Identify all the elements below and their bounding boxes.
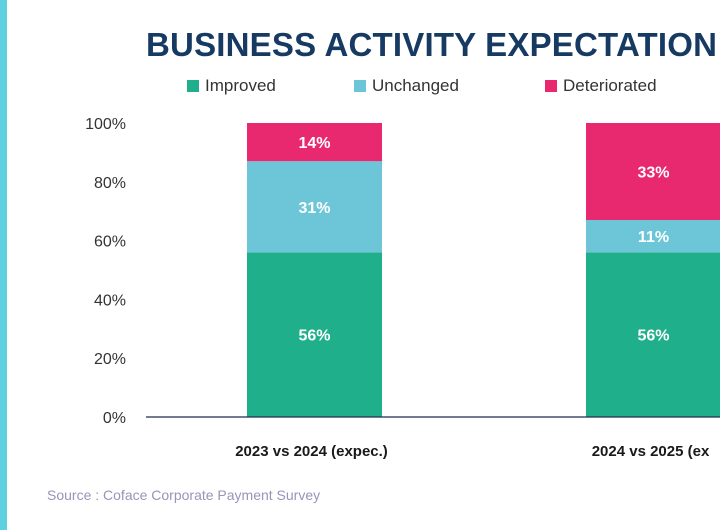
bar-stacks: 56% 31% 14% 56% 11% 33% <box>247 123 720 417</box>
legend-swatch-unchanged <box>354 80 366 92</box>
bar-segment-unchanged <box>247 161 382 253</box>
source-note: Source : Coface Corporate Payment Survey <box>47 487 321 503</box>
data-label: 33% <box>637 165 669 182</box>
bar-segment-improved <box>247 252 382 417</box>
data-label: 31% <box>298 200 330 217</box>
y-tick-label: 0% <box>103 410 126 427</box>
data-label: 11% <box>638 229 669 246</box>
data-label: 56% <box>637 328 669 345</box>
bar-segment-deteriorated <box>586 123 720 221</box>
chart-title: BUSINESS ACTIVITY EXPECTATION <box>146 26 718 63</box>
bar-segment-deteriorated <box>247 123 382 162</box>
bar-segment-improved <box>586 252 720 417</box>
data-label: 56% <box>298 328 330 345</box>
y-axis-tick-labels: 0% 20% 40% 60% 80% 100% <box>85 116 126 427</box>
x-axis-category-labels: 2023 vs 2024 (expec.) 2024 vs 2025 (ex <box>235 443 710 460</box>
legend-label-deteriorated: Deteriorated <box>563 76 657 95</box>
x-category-label: 2024 vs 2025 (ex <box>592 443 710 460</box>
legend-swatch-deteriorated <box>545 80 557 92</box>
legend-item-improved: Improved <box>187 76 276 96</box>
legend-item-unchanged: Unchanged <box>354 76 459 96</box>
bar-segment-unchanged <box>586 220 720 253</box>
legend-label-improved: Improved <box>205 76 276 95</box>
left-accent-stripe <box>0 0 7 530</box>
y-tick-label: 20% <box>94 351 126 368</box>
y-tick-label: 60% <box>94 234 126 251</box>
y-tick-label: 100% <box>85 116 126 133</box>
y-tick-label: 80% <box>94 175 126 192</box>
x-category-label: 2023 vs 2024 (expec.) <box>235 443 388 460</box>
legend-item-deteriorated: Deteriorated <box>545 76 657 96</box>
legend-swatch-improved <box>187 80 199 92</box>
data-label: 14% <box>298 135 330 152</box>
legend-label-unchanged: Unchanged <box>372 76 459 95</box>
y-tick-label: 40% <box>94 292 126 309</box>
